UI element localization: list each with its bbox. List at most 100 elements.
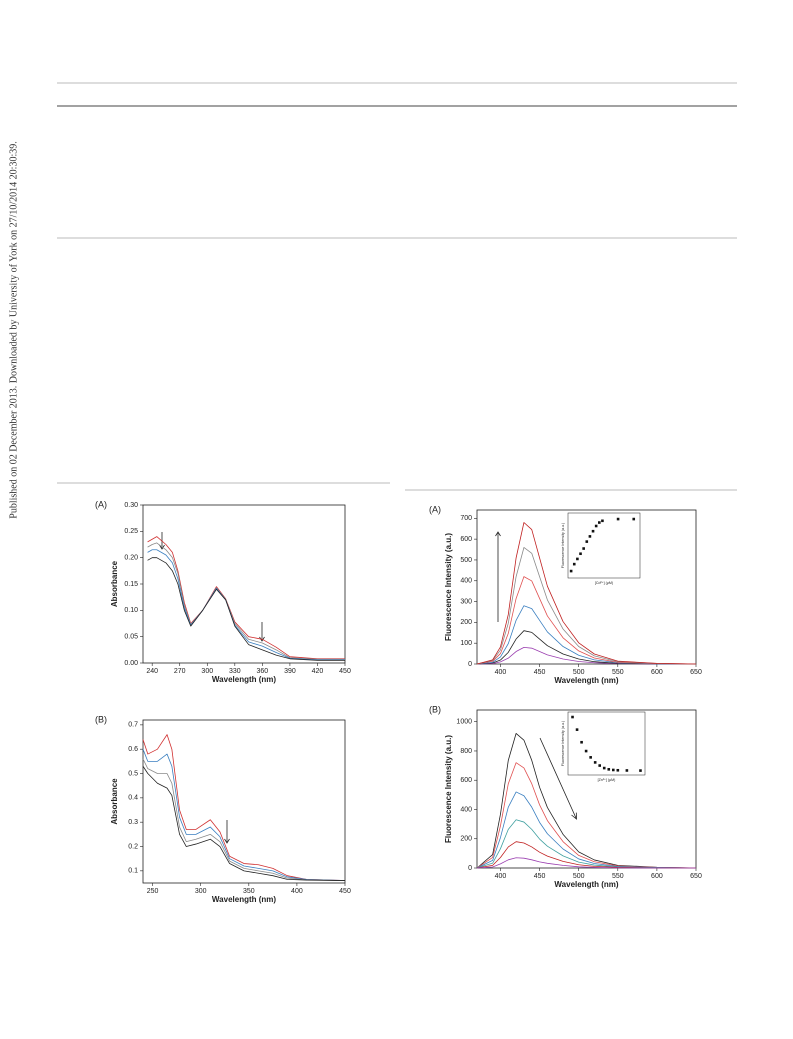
download-note: Published on 02 December 2013. Downloade… [8, 141, 19, 518]
y-tick-label: 0.00 [124, 660, 138, 667]
y-tick-label: 0.10 [124, 607, 138, 614]
y-tick-label: 0.3 [128, 819, 138, 826]
y-axis-title: Absorbance [110, 560, 119, 607]
panel-label: (A) [95, 499, 107, 509]
inset-frame [567, 711, 646, 776]
x-tick-label: 250 [147, 888, 159, 895]
y-tick-label: 500 [460, 557, 472, 564]
y-axis-title: Absorbance [110, 778, 119, 825]
arrow [539, 737, 577, 819]
x-tick-label: 360 [257, 668, 269, 675]
spectrum-line [147, 557, 345, 661]
arrow-head [571, 812, 577, 820]
inset-point [582, 547, 585, 550]
x-tick-label: 450 [339, 668, 351, 675]
y-tick-label: 0.1 [128, 868, 138, 875]
inset-point [580, 740, 583, 744]
y-tick-label: 0 [468, 661, 472, 668]
spectrum-line [476, 522, 697, 665]
inset-point [571, 715, 574, 719]
y-tick-label: 1000 [456, 719, 472, 726]
spectrum-line [142, 749, 346, 881]
y-tick-label: 800 [460, 748, 472, 755]
plot-frame [142, 719, 346, 884]
y-axis-title: Fluorescence Intensity (a.u.) [444, 735, 453, 843]
x-tick-label: 400 [495, 669, 507, 676]
x-axis-title: Wavelength (nm) [554, 676, 618, 685]
inset-x-title: [Cd²⁺] (μM) [595, 581, 613, 585]
spectrum-line [476, 841, 697, 869]
x-tick-label: 240 [146, 668, 158, 675]
y-tick-label: 0.4 [128, 795, 138, 802]
y-tick-label: 0.2 [128, 843, 138, 850]
inset-point [616, 517, 620, 521]
y-tick-label: 400 [460, 578, 472, 585]
spectrum-line [476, 630, 697, 665]
y-tick-label: 0.25 [124, 528, 138, 535]
inset-point [575, 728, 579, 731]
spectrum-line [147, 536, 345, 660]
plot-frame [476, 709, 697, 869]
inset-point [584, 749, 588, 753]
spectrum-line [476, 733, 697, 869]
spectrum-line [476, 857, 696, 869]
inset-point [632, 517, 636, 521]
spectrum-line [476, 819, 697, 869]
inset-point [588, 535, 592, 538]
inset-point [589, 756, 592, 759]
x-tick-label: 300 [195, 888, 207, 895]
y-tick-label: 0.05 [124, 634, 138, 641]
x-tick-label: 350 [243, 888, 255, 895]
plot-frame [476, 509, 697, 665]
y-tick-label: 100 [460, 640, 472, 647]
y-tick-label: 0.20 [124, 555, 138, 562]
inset-point [579, 552, 582, 556]
y-tick-label: 0.7 [128, 722, 138, 729]
x-axis-title: Wavelength (nm) [212, 675, 276, 684]
arrows [159, 531, 577, 844]
inset-point [607, 768, 611, 771]
spectrum-line [476, 605, 697, 665]
x-tick-label: 550 [612, 669, 624, 676]
y-tick-label: 0.6 [128, 746, 138, 753]
inset-point [616, 768, 620, 772]
x-tick-label: 550 [612, 873, 624, 880]
x-tick-label: 450 [339, 888, 351, 895]
y-tick-label: 600 [460, 777, 472, 784]
x-axis-title: Wavelength (nm) [212, 895, 276, 904]
x-tick-label: 420 [312, 668, 324, 675]
arrow-head [259, 636, 265, 642]
inset-point [598, 764, 602, 767]
inset-point [576, 557, 579, 561]
x-tick-label: 400 [291, 888, 303, 895]
x-tick-label: 600 [651, 873, 663, 880]
y-tick-label: 700 [460, 515, 472, 522]
spectrum-line [476, 646, 696, 665]
spectrum-line [476, 576, 697, 665]
x-tick-label: 390 [284, 668, 296, 675]
arrow-head [159, 544, 165, 550]
x-tick-label: 650 [690, 873, 702, 880]
x-tick-label: 500 [573, 669, 585, 676]
y-tick-label: 200 [460, 619, 472, 626]
spectrum-line [476, 762, 697, 869]
panel-label: (A) [429, 504, 441, 514]
spectrum-line [147, 549, 345, 661]
inset-point [585, 540, 589, 543]
inset-frame [567, 512, 641, 579]
inset-point [594, 524, 598, 528]
panel-label: (B) [429, 704, 441, 714]
inset-point [611, 768, 615, 772]
y-axis-title: Fluorescence Intensity (a.u.) [444, 533, 453, 641]
x-tick-label: 450 [534, 669, 546, 676]
y-tick-label: 0.15 [124, 581, 138, 588]
x-tick-label: 270 [174, 668, 186, 675]
arrow-head [495, 531, 501, 537]
arrow-head [224, 838, 230, 844]
panel-label: (B) [95, 714, 107, 724]
y-tick-label: 0 [468, 865, 472, 872]
y-tick-label: 200 [460, 836, 472, 843]
y-tick-label: 300 [460, 598, 472, 605]
x-tick-label: 650 [690, 669, 702, 676]
